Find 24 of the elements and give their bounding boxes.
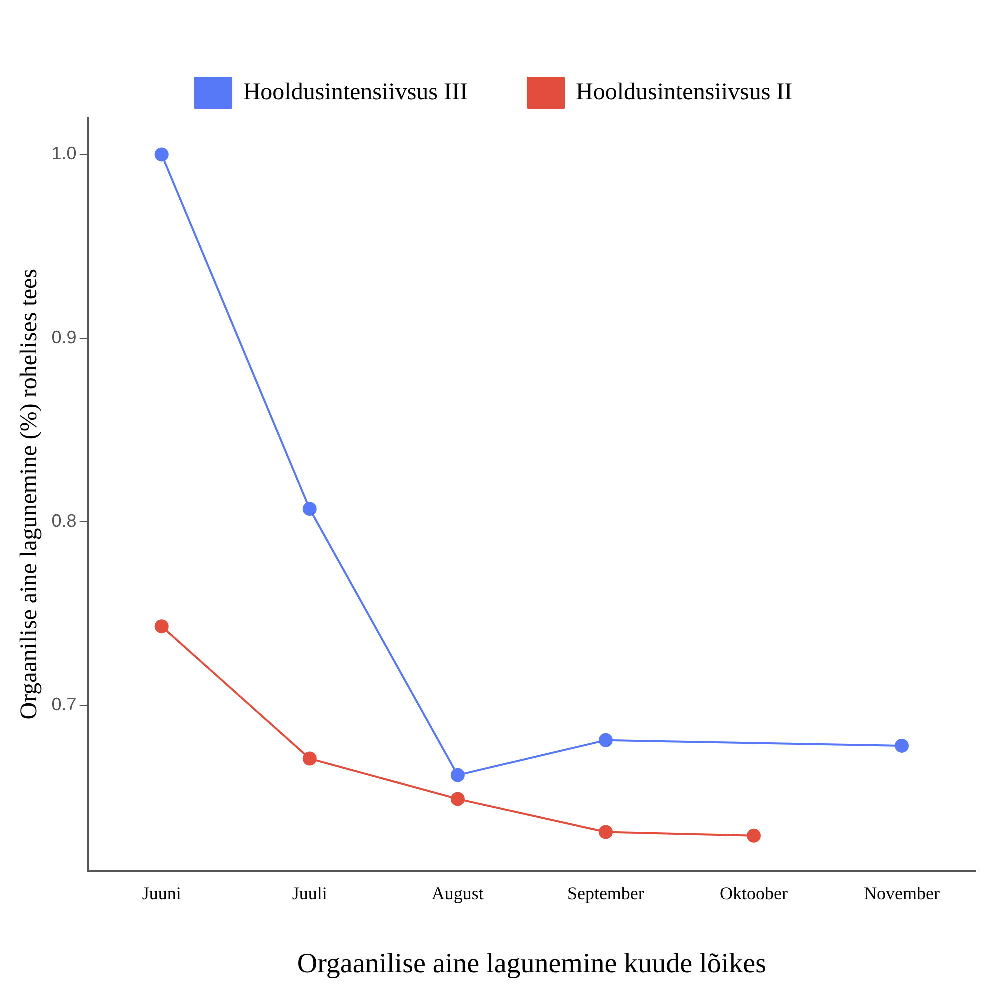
point (154, 148, 169, 162)
point (450, 792, 465, 806)
x-tick-label: Juuli (292, 883, 328, 904)
point (450, 768, 465, 782)
x-tick-label: Juuni (142, 883, 182, 904)
x-tick-label: August (432, 883, 484, 904)
x-tick-label: November (864, 883, 940, 904)
point (598, 733, 613, 748)
point (746, 828, 761, 843)
point (302, 752, 317, 766)
point (302, 502, 317, 516)
y-tick-label: 0.7 (52, 694, 77, 715)
legend-label: Hooldusintensiivsus III (243, 79, 468, 106)
y-axis-title: Orgaanilise aine lagunemine (%) rohelises tees (16, 269, 43, 720)
x-tick-label: Oktoober (720, 883, 788, 904)
x-tick-label: September (567, 883, 644, 904)
point (894, 738, 909, 753)
point (598, 825, 613, 840)
x-axis-title: Orgaanilise aine lagunemine kuude lõikes (297, 948, 766, 980)
legend-label: Hooldusintensiivsus II (576, 79, 793, 106)
point (154, 620, 169, 634)
y-tick-label: 1.0 (52, 144, 77, 164)
y-tick-label: 0.9 (52, 327, 77, 348)
y-tick-label: 0.8 (52, 510, 77, 531)
